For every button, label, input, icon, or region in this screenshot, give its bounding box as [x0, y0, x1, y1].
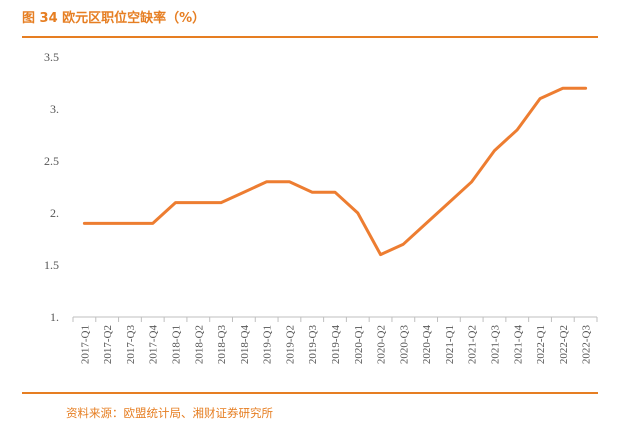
chart-title: 图 34 欧元区职位空缺率（%） — [22, 11, 206, 26]
x-tick-label: 2019-Q3 — [307, 325, 319, 365]
y-tick-label: 3.5 — [44, 50, 59, 64]
x-tick-label: 2022-Q2 — [558, 325, 570, 364]
y-tick-label: 1.5 — [44, 258, 59, 272]
bottom-divider — [22, 392, 598, 394]
x-tick-label: 2021-Q3 — [489, 325, 501, 365]
x-tick-label: 2021-Q1 — [444, 325, 456, 364]
x-tick-label: 2017-Q2 — [102, 325, 114, 364]
x-tick-label: 2019-Q1 — [262, 325, 274, 364]
y-tick-label: 2. — [50, 206, 59, 220]
x-tick-label: 2022-Q3 — [581, 325, 593, 365]
y-tick-label: 1. — [50, 310, 59, 324]
x-tick-label: 2017-Q1 — [79, 325, 91, 364]
x-tick-label: 2019-Q2 — [284, 325, 296, 364]
source-note: 资料来源：欧盟统计局、湘财证券研究所 — [66, 406, 273, 420]
x-tick-label: 2017-Q4 — [148, 325, 160, 365]
x-tick-label: 2020-Q4 — [421, 325, 433, 365]
y-tick-label: 2.5 — [44, 154, 59, 168]
x-tick-label: 2021-Q4 — [512, 325, 524, 365]
top-divider — [22, 36, 598, 38]
x-tick-label: 2022-Q1 — [535, 325, 547, 364]
x-tick-label: 2020-Q1 — [353, 325, 365, 364]
x-tick-label: 2017-Q3 — [125, 325, 137, 365]
x-tick-label: 2018-Q1 — [171, 325, 183, 364]
x-tick-label: 2020-Q3 — [398, 325, 410, 365]
y-tick-label: 3. — [50, 102, 59, 116]
x-tick-label: 2021-Q2 — [467, 325, 479, 364]
x-tick-label: 2020-Q2 — [376, 325, 388, 364]
x-tick-label: 2018-Q4 — [239, 325, 251, 365]
x-tick-label: 2018-Q2 — [193, 325, 205, 364]
series-line — [82, 86, 588, 257]
x-tick-label: 2019-Q4 — [330, 325, 342, 365]
x-tick-label: 2018-Q3 — [216, 325, 228, 365]
